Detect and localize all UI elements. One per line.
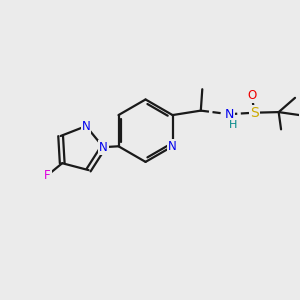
Text: N: N (82, 120, 90, 133)
Text: S: S (250, 106, 259, 120)
Text: N: N (168, 140, 177, 153)
Text: F: F (44, 169, 51, 182)
Text: N: N (224, 108, 234, 121)
Text: H: H (228, 121, 237, 130)
Text: O: O (247, 89, 256, 102)
Text: N: N (99, 141, 108, 154)
